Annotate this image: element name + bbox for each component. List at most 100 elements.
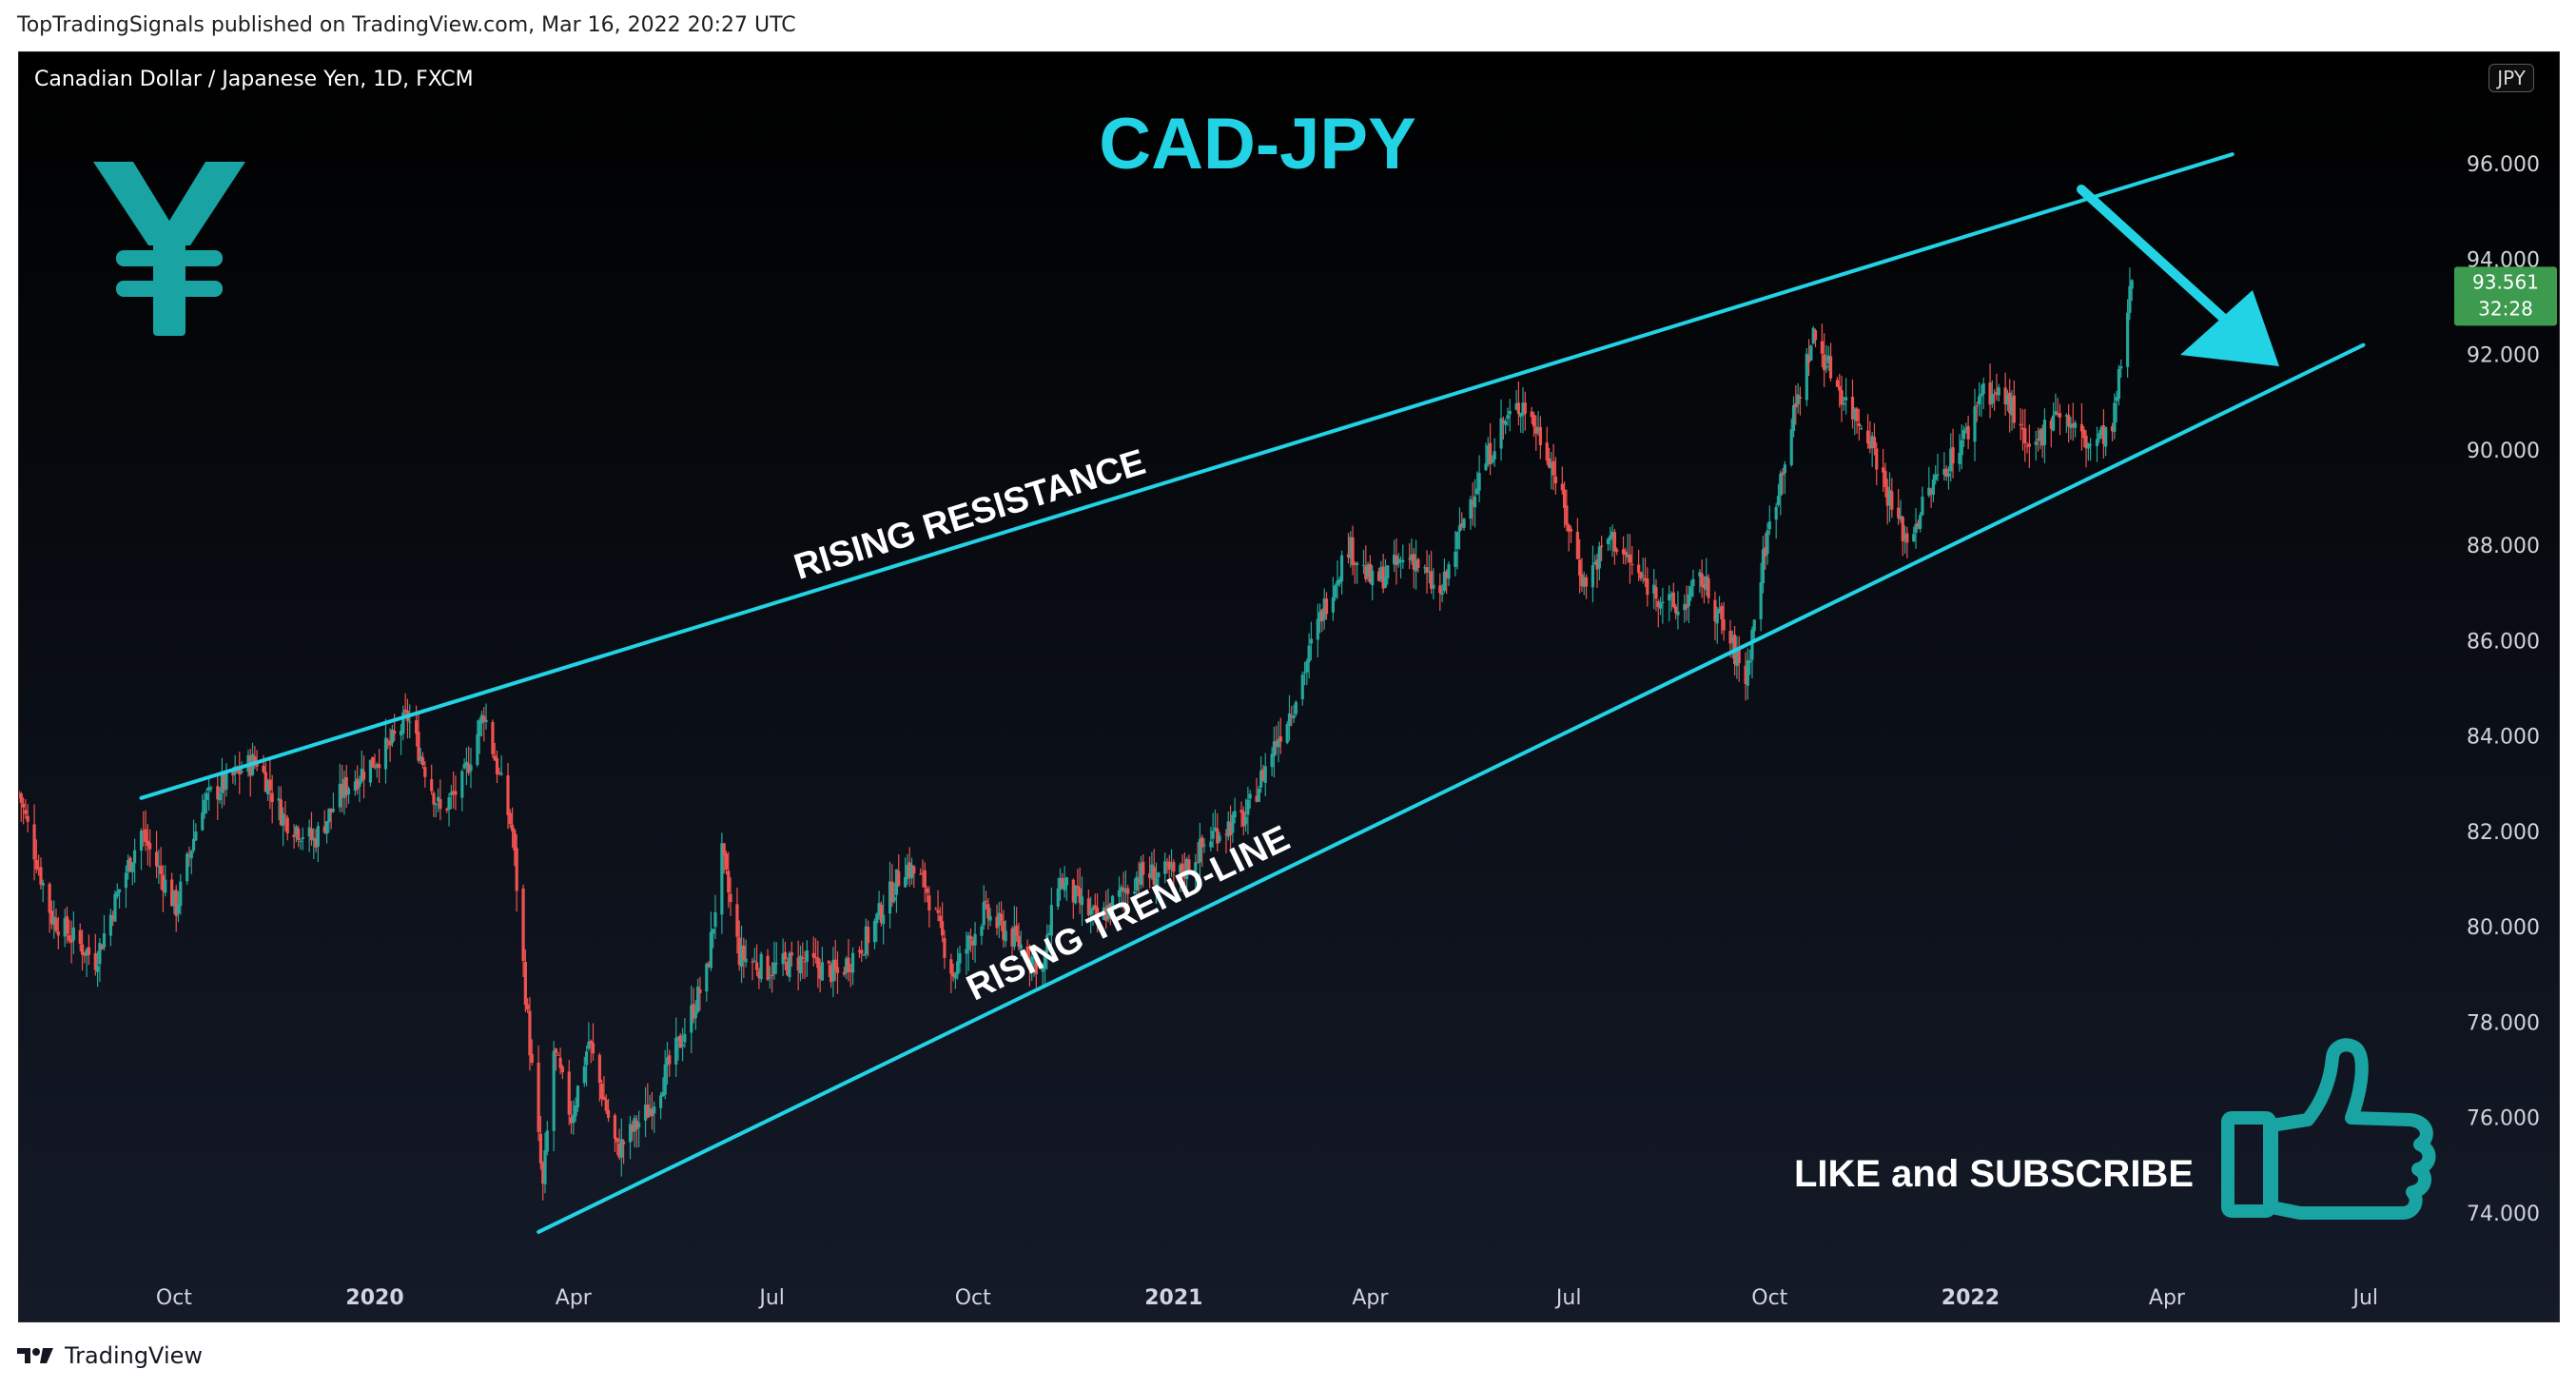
candle-body	[790, 952, 793, 956]
candle-body	[1058, 877, 1063, 890]
candle-body	[1089, 910, 1093, 915]
candle-body	[781, 953, 785, 965]
thumbs-up-icon[interactable]	[2221, 1038, 2436, 1220]
candle-body	[21, 803, 26, 808]
candle-body	[353, 781, 357, 792]
candle-body	[1691, 578, 1695, 587]
candle-body	[209, 787, 213, 789]
candle-body	[2034, 441, 2038, 445]
candle-body	[1263, 766, 1267, 783]
candle-body	[1337, 578, 1341, 584]
candle-body	[528, 1010, 532, 1056]
candle-body	[1853, 408, 1857, 420]
candle-body	[1346, 554, 1351, 558]
candle-body	[619, 1139, 623, 1158]
candle-body	[813, 957, 818, 959]
candle-body	[133, 850, 137, 864]
candle-body	[1838, 385, 1842, 391]
currency-badge[interactable]: JPY	[2488, 64, 2534, 92]
candle-body	[906, 864, 909, 880]
candle-body	[1580, 574, 1584, 587]
candle-body	[203, 799, 206, 814]
candle-body	[783, 951, 788, 960]
candle-body	[420, 757, 425, 766]
candle-body	[1015, 925, 1019, 936]
candle-body	[1951, 447, 1955, 464]
candle-body	[1722, 619, 1726, 631]
candle-body	[1231, 814, 1235, 833]
candle-body	[1774, 506, 1778, 520]
footer-brand[interactable]: TradingView	[17, 1340, 203, 1372]
rising-resistance-line[interactable]	[139, 152, 2234, 800]
candle-body	[818, 966, 822, 979]
candle-body	[1735, 649, 1739, 666]
candle-body	[1936, 474, 1940, 476]
price-tick-label: 86.000	[2467, 630, 2540, 654]
candle-body	[2027, 443, 2031, 447]
rising-trend-line[interactable]	[537, 342, 2366, 1234]
candle-body	[240, 771, 244, 773]
candle-body	[850, 952, 855, 973]
candle-body	[965, 949, 968, 954]
candle-body	[545, 1130, 549, 1152]
candle-body	[951, 972, 955, 977]
candle-body	[452, 791, 456, 793]
symbol-description: Canadian Dollar / Japanese Yen, 1D, FXCM	[34, 68, 474, 91]
candle-body	[875, 913, 879, 924]
candle-body	[2020, 427, 2025, 430]
candle-body	[1120, 887, 1123, 892]
candle-body	[622, 1141, 626, 1144]
candle-body	[1049, 905, 1053, 936]
candle-body	[1224, 833, 1228, 835]
candle-body	[1890, 491, 1894, 510]
candle-body	[1030, 956, 1034, 968]
candle-body	[646, 1104, 650, 1119]
candle-body	[1977, 396, 1981, 404]
candle-body	[752, 960, 756, 962]
candle-body	[966, 935, 970, 950]
candle-body	[2086, 442, 2090, 449]
candle-body	[78, 929, 82, 944]
candle-body	[1912, 534, 1916, 542]
candle-body	[816, 957, 820, 968]
candle-body	[96, 966, 100, 972]
candle-body	[312, 837, 316, 841]
candle-body	[1652, 584, 1656, 594]
candle-body	[631, 1125, 634, 1132]
candle-body	[510, 824, 515, 831]
candle-body	[1078, 888, 1082, 904]
yen-sign-icon	[93, 162, 245, 336]
candle-body	[1041, 967, 1044, 972]
candle-body	[1794, 403, 1798, 408]
candle-body	[864, 926, 868, 955]
candle-body	[1683, 603, 1687, 611]
candle-body	[737, 937, 741, 966]
candle-body	[1973, 406, 1977, 442]
candle-body	[1292, 714, 1296, 719]
candle-body	[1027, 959, 1032, 966]
candle-body	[1076, 886, 1080, 889]
trendlines-layer	[139, 152, 2366, 1234]
candle-body	[1246, 799, 1250, 815]
candle-body	[1034, 956, 1038, 974]
candle-body	[506, 774, 510, 815]
candle-body	[1154, 877, 1159, 886]
candle-body	[1597, 546, 1601, 569]
time-axis[interactable]: Oct 2020 Apr Jul Oct 2021 Apr Jul Oct 2022 Apr Jul	[156, 1286, 2378, 1310]
candle-body	[1813, 330, 1818, 341]
candle-body	[796, 957, 800, 971]
candle-body	[1914, 523, 1918, 534]
candle-body	[1445, 571, 1449, 578]
candle-body	[69, 939, 73, 943]
candle-body	[1553, 476, 1558, 484]
candle-body	[1860, 428, 1864, 430]
chart-canvas[interactable]: RISING RESISTANCE RISING TREND-LINE CAD-…	[19, 52, 2560, 1322]
candle-body	[277, 798, 281, 801]
candle-body	[191, 838, 196, 851]
candle-body	[19, 793, 23, 804]
candle-body	[1074, 886, 1078, 904]
candle-body	[41, 883, 45, 886]
candle-body	[1946, 473, 1951, 477]
candle-body	[988, 915, 992, 921]
chart-panel[interactable]: RISING RESISTANCE RISING TREND-LINE CAD-…	[18, 51, 2560, 1322]
